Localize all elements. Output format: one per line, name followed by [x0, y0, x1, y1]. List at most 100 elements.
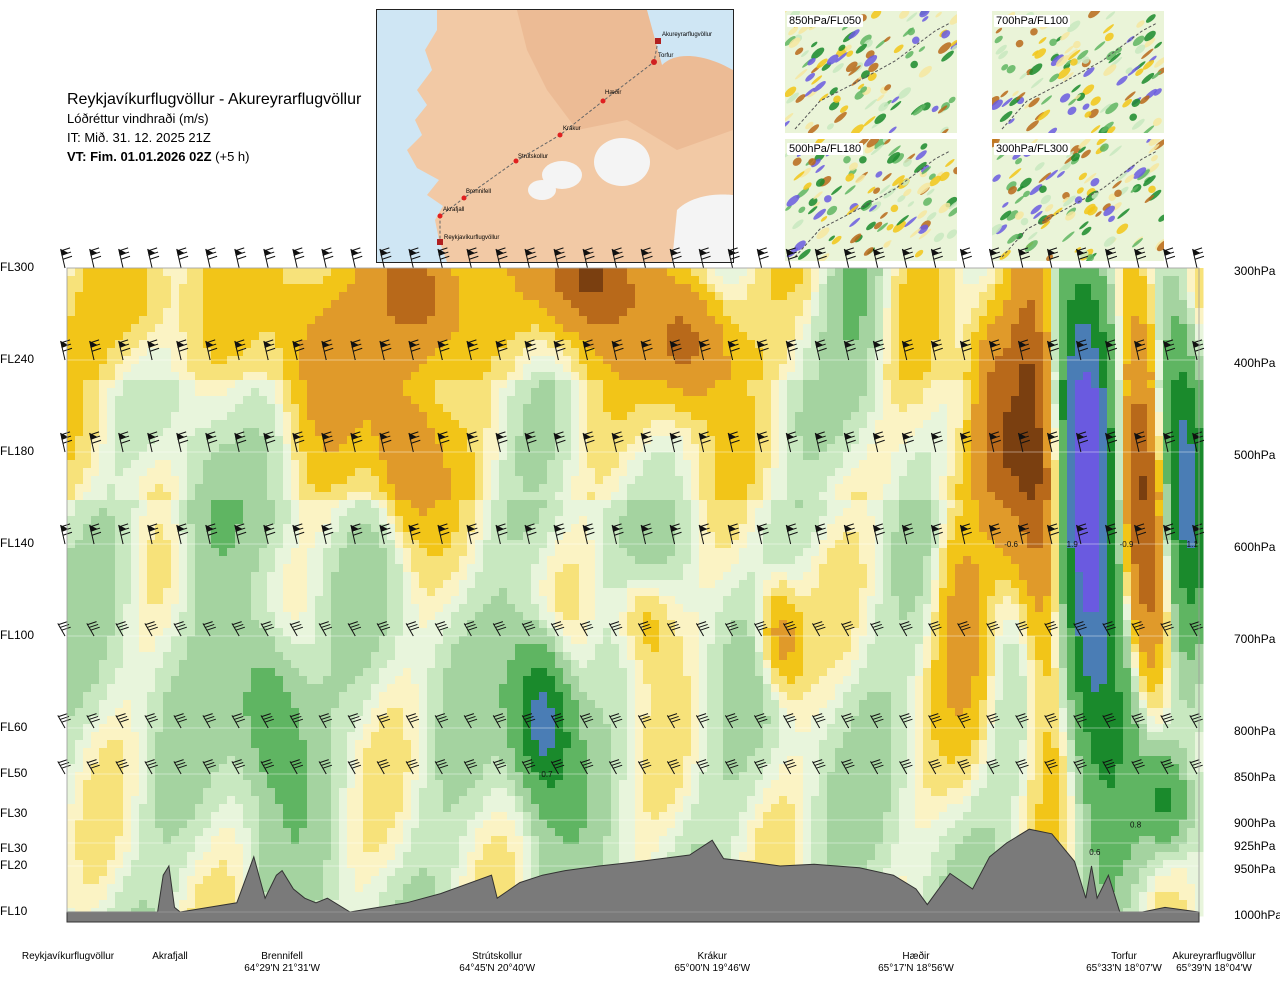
field-cell — [171, 380, 180, 389]
field-cell — [1171, 316, 1180, 325]
inset-500hpa[interactable]: 500hPa/FL180 — [785, 139, 957, 261]
field-cell — [1187, 428, 1196, 437]
field-cell — [507, 396, 516, 405]
field-cell — [659, 460, 668, 469]
field-cell — [787, 484, 796, 493]
field-cell — [459, 300, 468, 309]
field-cell — [483, 436, 492, 445]
field-cell — [299, 476, 308, 485]
field-cell — [611, 484, 620, 493]
field-cell — [331, 308, 340, 317]
field-cell — [1035, 388, 1044, 397]
field-cell — [243, 508, 252, 517]
field-cell — [1035, 532, 1044, 541]
field-cell — [443, 388, 452, 397]
field-cell — [499, 284, 508, 293]
inset-850hpa[interactable]: 850hPa/FL050 — [785, 11, 957, 133]
field-cell — [979, 484, 988, 493]
field-cell — [635, 476, 644, 485]
field-cell — [739, 300, 748, 309]
field-cell — [259, 492, 268, 501]
field-cell — [899, 532, 908, 541]
field-cell — [499, 532, 508, 541]
field-cell — [99, 276, 108, 285]
field-cell — [755, 508, 764, 517]
field-cell — [1035, 516, 1044, 525]
field-cell — [163, 348, 172, 357]
field-cell — [339, 324, 348, 333]
field-cell — [1083, 532, 1092, 541]
field-cell — [379, 332, 388, 341]
field-cell — [835, 436, 844, 445]
field-cell — [899, 516, 908, 525]
field-cell — [1131, 396, 1140, 405]
field-cell — [139, 292, 148, 301]
field-cell — [283, 364, 292, 373]
field-cell — [651, 492, 660, 501]
field-cell — [1051, 396, 1060, 405]
field-cell — [67, 500, 76, 509]
field-cell — [315, 460, 324, 469]
field-cell — [635, 348, 644, 357]
field-cell — [627, 396, 636, 405]
field-cell — [387, 532, 396, 541]
field-cell — [1099, 340, 1108, 349]
inset-700hpa[interactable]: 700hPa/FL100 — [992, 11, 1164, 133]
field-cell — [699, 308, 708, 317]
field-cell — [1139, 460, 1148, 469]
field-cell — [499, 516, 508, 525]
field-cell — [515, 396, 524, 405]
field-cell — [619, 276, 628, 285]
field-cell — [299, 412, 308, 421]
field-cell — [1115, 452, 1124, 461]
field-cell — [955, 340, 964, 349]
field-cell — [795, 380, 804, 389]
field-cell — [651, 332, 660, 341]
field-cell — [323, 420, 332, 429]
field-cell — [403, 396, 412, 405]
field-cell — [443, 508, 452, 517]
field-cell — [707, 292, 716, 301]
field-cell — [179, 268, 188, 277]
field-cell — [1107, 292, 1116, 301]
field-cell — [707, 476, 716, 485]
field-cell — [603, 332, 612, 341]
inset-300hpa[interactable]: 300hPa/FL300 — [992, 139, 1164, 261]
field-cell — [579, 468, 588, 477]
field-cell — [147, 516, 156, 525]
field-cell — [827, 532, 836, 541]
field-cell — [475, 332, 484, 341]
field-cell — [1051, 332, 1060, 341]
field-cell — [523, 436, 532, 445]
field-cell — [539, 348, 548, 357]
field-cell — [859, 532, 868, 541]
field-cell — [691, 316, 700, 325]
field-cell — [131, 276, 140, 285]
field-cell — [1131, 452, 1140, 461]
field-cell — [475, 516, 484, 525]
field-cell — [475, 268, 484, 277]
field-cell — [1027, 428, 1036, 437]
field-cell — [635, 500, 644, 509]
field-cell — [627, 412, 636, 421]
field-cell — [171, 484, 180, 493]
field-cell — [771, 452, 780, 461]
field-cell — [267, 508, 276, 517]
field-cell — [299, 492, 308, 501]
field-cell — [947, 516, 956, 525]
field-cell — [187, 388, 196, 397]
field-cell — [363, 388, 372, 397]
field-cell — [947, 476, 956, 485]
field-cell — [611, 476, 620, 485]
field-cell — [531, 532, 540, 541]
field-cell — [595, 420, 604, 429]
field-cell — [299, 468, 308, 477]
field-cell — [811, 476, 820, 485]
field-cell — [539, 324, 548, 333]
field-cell — [787, 332, 796, 341]
field-cell — [1043, 340, 1052, 349]
field-cell — [83, 380, 92, 389]
field-cell — [1075, 452, 1084, 461]
field-cell — [163, 516, 172, 525]
field-cell — [307, 452, 316, 461]
